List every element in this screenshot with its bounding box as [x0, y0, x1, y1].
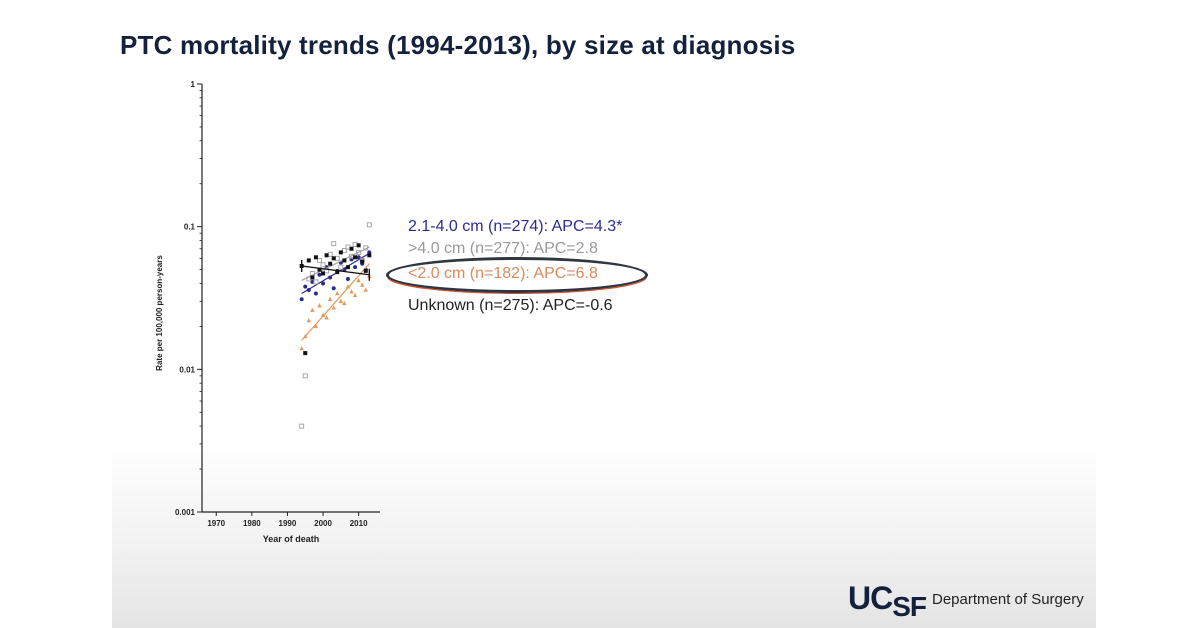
point-large [366, 222, 372, 228]
point-unknown [303, 351, 308, 356]
point-mid [356, 255, 361, 260]
point-unknown [360, 259, 365, 264]
point-unknown [363, 268, 368, 273]
point-large [327, 251, 333, 257]
point-small [306, 317, 311, 323]
point-large [299, 423, 305, 429]
highlight-ellipse [386, 257, 648, 293]
point-mid [310, 279, 315, 284]
point-unknown [331, 256, 336, 261]
x-tick-label: 1970 [207, 519, 225, 528]
point-unknown [353, 255, 358, 260]
y-tick-label: 0.1 [184, 223, 196, 232]
point-unknown [356, 243, 361, 248]
point-mid [317, 272, 322, 277]
point-small [360, 282, 365, 287]
point-mid [299, 297, 304, 302]
slide-title: PTC mortality trends (1994-2013), by siz… [120, 30, 796, 60]
point-large [356, 249, 362, 255]
point-unknown [335, 270, 340, 275]
legend-unknown-size: Unknown (n=275): APC=-0.6 [408, 297, 613, 314]
x-axis-label: Year of death [263, 534, 320, 544]
point-large [334, 255, 340, 261]
point-unknown [313, 255, 318, 260]
x-tick-label: 1990 [279, 519, 297, 528]
trend-line-large [301, 246, 370, 281]
logo-sf: SF [892, 591, 927, 622]
point-unknown [349, 246, 354, 251]
point-unknown [321, 271, 326, 276]
point-small [342, 300, 347, 306]
point-large [302, 373, 308, 379]
y-tick-label: 1 [191, 80, 196, 89]
point-small [349, 289, 354, 294]
x-tick-label: 2000 [314, 519, 332, 528]
point-small [356, 277, 361, 283]
point-unknown [345, 265, 350, 270]
point-unknown [367, 253, 372, 258]
point-large [313, 279, 319, 285]
point-mid [345, 276, 350, 281]
point-unknown [338, 250, 343, 255]
point-small [363, 287, 368, 292]
legend-large-size: >4.0 cm (n=277): APC=2.8 [408, 240, 598, 257]
point-mid [313, 291, 318, 296]
point-small [352, 292, 358, 298]
point-large [331, 241, 337, 247]
point-unknown [310, 275, 315, 280]
point-small [299, 345, 304, 351]
point-small [327, 296, 333, 302]
point-mid [303, 284, 308, 289]
point-small [320, 312, 326, 317]
y-axis-label: Rate per 100,000 person-years [155, 255, 164, 371]
point-small [335, 291, 340, 296]
point-unknown [306, 258, 311, 263]
point-small [324, 315, 329, 320]
point-small [338, 298, 344, 304]
slide-background [112, 0, 1096, 628]
point-small [317, 303, 322, 308]
y-tick-label: 0.001 [175, 508, 196, 517]
x-tick-label: 1980 [243, 519, 261, 528]
point-small [331, 305, 336, 310]
point-mid [321, 281, 326, 286]
point-large [338, 264, 344, 270]
point-unknown [342, 258, 347, 263]
ucsf-logo: UCSF [848, 580, 927, 622]
point-large [352, 242, 358, 247]
point-unknown [328, 261, 333, 266]
point-small [310, 307, 315, 312]
point-mid [331, 286, 336, 291]
legend-mid-size: 2.1-4.0 cm (n=274): APC=4.3* [408, 218, 623, 235]
point-large [320, 262, 326, 268]
point-large [317, 257, 322, 263]
x-tick-label: 2010 [350, 519, 368, 528]
trend-line-small [301, 263, 370, 341]
y-tick-label: 0.01 [179, 365, 195, 374]
point-small [313, 323, 319, 329]
department-label: Department of Surgery [932, 591, 1084, 608]
point-unknown [324, 253, 329, 258]
logo-uc: UC [848, 580, 893, 616]
trend-line-unknown [301, 265, 370, 276]
point-unknown [317, 267, 322, 272]
point-mid [353, 265, 358, 270]
